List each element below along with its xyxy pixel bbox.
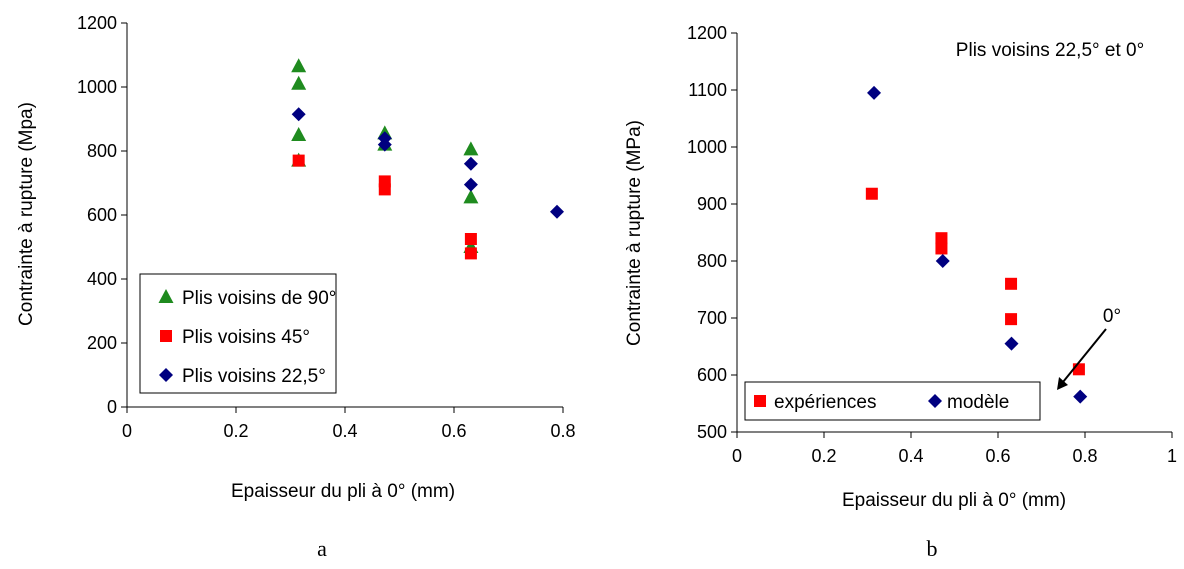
chart-a-x-tick-label: 0.6 [441, 421, 466, 441]
chart-b-title: Plis voisins 22,5° et 0° [956, 40, 1144, 61]
chart-a-point-triangle [463, 189, 479, 204]
chart-b-point-diamond [1004, 336, 1019, 351]
chart-a-y-tick-label: 1200 [77, 13, 117, 33]
chart-a-point-triangle [291, 58, 307, 73]
chart-b-xlabel: Epaisseur du pli à 0° (mm) [842, 490, 1066, 511]
chart-a-point-square [292, 154, 305, 167]
chart-b-points [865, 85, 1088, 404]
chart-b-x-tick-label: 0.8 [1072, 446, 1097, 466]
chart-a-point-diamond [291, 107, 306, 122]
panel-letter-a: a [317, 536, 327, 561]
annotation-arrow-line [1062, 328, 1107, 383]
chart-a-xlabel: Epaisseur du pli à 0° (mm) [231, 481, 455, 502]
chart-a-y-tick-label: 0 [107, 397, 117, 417]
chart-b-x-tick-label: 0.2 [811, 446, 836, 466]
chart-b-x-tick-label: 0.4 [898, 446, 923, 466]
chart-a-legend-label-1: Plis voisins 45° [182, 327, 310, 348]
chart-b-point-square [1005, 277, 1018, 290]
chart-a-y-tick-label: 400 [87, 269, 117, 289]
chart-b-x-tick-label: 0 [732, 446, 742, 466]
chart-b-point-square [1072, 363, 1085, 376]
chart-b-point-square [1005, 313, 1018, 326]
chart-b-y-tick-label: 700 [697, 308, 727, 328]
chart-b-y-tick-label: 1200 [687, 23, 727, 43]
annotation-arrow-head [1057, 377, 1068, 390]
chart-b-point-square [865, 187, 878, 200]
chart-a: 0 200 400 600 800 1000 1200 0 0.2 0.4 0.6 0.8 Contr… [16, 13, 576, 561]
chart-a-x-tick-label: 0.2 [223, 421, 248, 441]
chart-a-point-square [464, 247, 477, 260]
chart-a-legend-box [139, 273, 337, 394]
chart-a-x-tick-label: 0 [122, 421, 132, 441]
chart-a-point-diamond [377, 137, 392, 152]
chart-a-y-tick-label: 600 [87, 205, 117, 225]
chart-a-y-tick-label: 200 [87, 333, 117, 353]
chart-a-point-square [464, 233, 477, 245]
chart-b-ylabel: Contrainte à rupture (MPa) [624, 120, 645, 346]
annotation-label: 0° [1103, 306, 1121, 327]
chart-b-legend-label-0: expériences [774, 392, 876, 413]
chart-b-x-tick-label: 1 [1167, 446, 1177, 466]
chart-b-legend-marker-0 [754, 395, 766, 407]
chart-a-point-diamond [463, 156, 478, 171]
chart-b-y-tick-label: 1000 [687, 137, 727, 157]
chart-a-point-diamond [463, 177, 478, 192]
chart-a-axes: 0 200 400 600 800 1000 1200 0 0.2 0.4 0.6 0.8 [77, 13, 576, 441]
chart-a-x-tick-label: 0.8 [550, 421, 575, 441]
chart-b-y-tick-label: 1100 [688, 80, 727, 100]
chart-a-point-triangle [291, 75, 307, 90]
chart-b-annotation: 0° [1057, 306, 1121, 390]
chart-a-legend-marker-1 [160, 330, 172, 342]
chart-a-points [291, 58, 565, 260]
chart-a-point-triangle [291, 127, 307, 141]
chart-b-axes: 500 600 700 800 900 1000 1100 1200 0 0.2 0.4 0.6 0.8… [687, 23, 1177, 466]
chart-a-legend: Plis voisins de 90° Plis voisins 45° Pli… [139, 273, 337, 394]
chart-b-y-tick-label: 500 [697, 422, 727, 442]
chart-b-y-tick-label: 900 [697, 194, 727, 214]
chart-b-x-tick-label: 0.6 [985, 446, 1010, 466]
chart-a-point-square [378, 183, 391, 196]
chart-b-point-square [935, 242, 948, 255]
chart-b-legend: expériences modèle [744, 381, 1041, 421]
chart-a-point-diamond [550, 204, 565, 219]
chart-a-legend-marker-2 [159, 368, 173, 382]
chart-a-point-triangle [463, 141, 479, 156]
chart-a-legend-label-0: Plis voisins de 90° [182, 288, 336, 309]
chart-a-ylabel: Contrainte à rupture (Mpa) [16, 102, 37, 326]
chart-b-legend-box [744, 381, 1041, 421]
chart-b-legend-label-1: modèle [947, 392, 1009, 413]
panel-letter-b: b [927, 536, 938, 561]
chart-b-point-diamond [867, 85, 882, 100]
chart-b-y-tick-label: 800 [697, 251, 727, 271]
chart-b-point-diamond [1073, 389, 1088, 404]
chart-b-point-square [935, 232, 948, 245]
chart-a-legend-marker-0 [158, 289, 174, 303]
chart-a-y-tick-label: 800 [87, 141, 117, 161]
chart-a-x-tick-label: 0.4 [332, 421, 357, 441]
chart-b-point-diamond [935, 254, 950, 268]
chart-b: 500 600 700 800 900 1000 1100 1200 0 0.2 0.4 0.6 0.8… [624, 23, 1177, 561]
chart-a-y-tick-label: 1000 [77, 77, 117, 97]
chart-b-y-tick-label: 600 [697, 365, 727, 385]
chart-a-legend-label-2: Plis voisins 22,5° [182, 366, 326, 387]
chart-b-legend-marker-1 [928, 394, 942, 408]
